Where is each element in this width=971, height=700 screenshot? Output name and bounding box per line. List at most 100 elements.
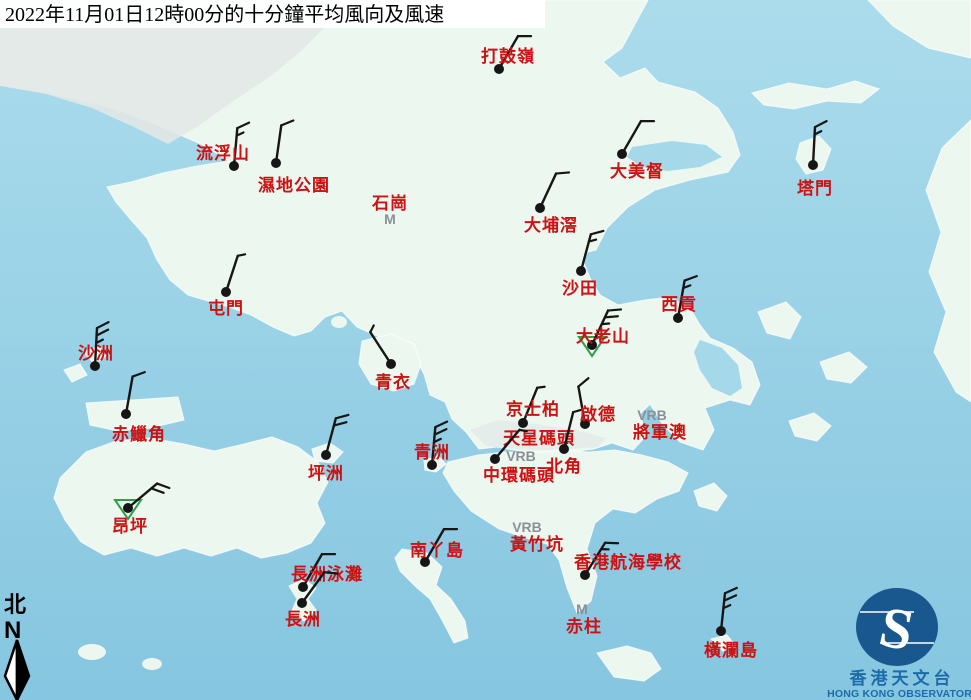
station-dot bbox=[321, 450, 331, 460]
station-label: 赤柱 bbox=[566, 616, 602, 636]
triangle-marker bbox=[577, 336, 607, 358]
station-tsing-yi: 青衣 bbox=[369, 324, 411, 392]
remark-label: VRB bbox=[506, 448, 536, 464]
wind-barb-shaft bbox=[577, 385, 587, 426]
wind-barb-shaft bbox=[124, 375, 134, 416]
station-ngong-ping: 昂坪 bbox=[112, 482, 171, 536]
island-chain-crooked bbox=[750, 80, 881, 110]
wind-barb-tick bbox=[589, 229, 605, 236]
wind-barb-tick bbox=[587, 238, 598, 243]
wind-barb-tick bbox=[156, 482, 171, 490]
station-wetland-park: 濕地公園 bbox=[258, 119, 330, 195]
station-tai-mei-tuk: 大美督 bbox=[610, 119, 663, 181]
triangle-marker bbox=[113, 499, 143, 521]
hko-logo-name-en: HONG KONG OBSERVATORY bbox=[827, 688, 971, 700]
station-label: 流浮山 bbox=[196, 143, 250, 163]
wind-barb-tick bbox=[554, 171, 571, 175]
wind-barb-tick bbox=[433, 428, 448, 436]
station-central-pier: 中環碼頭 bbox=[483, 428, 554, 485]
wind-barb-tick bbox=[722, 603, 732, 610]
station-dot bbox=[559, 444, 569, 454]
station-dot bbox=[587, 340, 597, 350]
wind-barb-tick bbox=[150, 487, 165, 494]
station-tuen-mun: 屯門 bbox=[208, 253, 247, 318]
station-hk-sea-school: 香港航海學校 bbox=[574, 541, 681, 580]
station-dot bbox=[229, 161, 239, 171]
wind-barb-tick bbox=[723, 586, 738, 595]
station-dot bbox=[123, 503, 133, 513]
station-kings-park: 京士柏 bbox=[506, 385, 560, 428]
station-label: 青衣 bbox=[375, 372, 411, 392]
station-waglan-island: 橫瀾島 bbox=[704, 586, 758, 660]
wind-barb-shaft bbox=[301, 552, 324, 589]
station-dot bbox=[535, 203, 545, 213]
station-label: 京士柏 bbox=[506, 399, 560, 419]
wind-barb-shaft bbox=[300, 571, 326, 605]
station-dot bbox=[716, 626, 726, 636]
wind-barb-tick bbox=[95, 321, 110, 330]
station-dot bbox=[580, 419, 590, 429]
hko-logo-ellipse bbox=[856, 588, 938, 666]
land-right-edge bbox=[925, 119, 971, 403]
station-label: 橫瀾島 bbox=[704, 640, 758, 660]
station-label: 南丫島 bbox=[410, 540, 464, 560]
station-dot bbox=[576, 266, 586, 276]
station-lau-fau-shan: 流浮山 bbox=[196, 121, 251, 171]
island-sha-chau-2 bbox=[63, 363, 88, 383]
station-label: 昂坪 bbox=[112, 517, 148, 536]
station-dot bbox=[673, 313, 683, 323]
station-dot bbox=[518, 418, 528, 428]
station-dot bbox=[617, 149, 627, 159]
wind-barb-tick bbox=[572, 408, 582, 414]
station-lamma-island: 南丫島 bbox=[410, 527, 464, 567]
station-label: 赤鱲角 bbox=[112, 424, 166, 444]
station-sha-tin: 沙田 bbox=[562, 229, 605, 298]
wind-barb-tick bbox=[577, 377, 590, 388]
wind-barb-tick bbox=[518, 428, 528, 433]
wind-barb-tick bbox=[682, 284, 692, 290]
wind-barb-shaft bbox=[369, 330, 393, 366]
station-peng-chau: 坪洲 bbox=[308, 413, 350, 483]
station-label: 長洲泳灘 bbox=[291, 564, 363, 584]
wind-barb-tick bbox=[95, 338, 104, 345]
wind-barb-tick bbox=[332, 421, 348, 427]
station-label: 坪洲 bbox=[308, 464, 344, 483]
remark-label: M bbox=[384, 211, 396, 227]
north-label-cjk: 北 bbox=[4, 592, 26, 617]
station-label: 沙洲 bbox=[78, 344, 114, 363]
island-tung-lung bbox=[693, 482, 728, 512]
island-kau-sai-chau bbox=[757, 301, 802, 340]
station-label: 濕地公園 bbox=[258, 175, 330, 195]
island-soko-2 bbox=[142, 658, 162, 670]
wind-barb-shaft bbox=[274, 124, 283, 165]
station-dot bbox=[420, 557, 430, 567]
station-label: 屯門 bbox=[208, 298, 244, 318]
wind-barb-tick bbox=[280, 119, 295, 127]
station-label: 塔門 bbox=[797, 178, 833, 198]
compass-kite-right bbox=[15, 639, 31, 700]
station-dot bbox=[580, 570, 590, 580]
wind-barb-tick bbox=[95, 328, 110, 337]
wind-barb-tick bbox=[723, 594, 738, 602]
island-ma-wan bbox=[331, 316, 347, 328]
station-sai-kung: 西貢 bbox=[661, 275, 698, 323]
remark-label: VRB bbox=[637, 407, 667, 423]
wind-barb-shaft bbox=[493, 428, 521, 461]
wind-barb-tick bbox=[606, 308, 623, 312]
station-label: 長洲 bbox=[285, 610, 321, 629]
wind-barb-tick bbox=[334, 413, 350, 420]
station-dot bbox=[271, 158, 281, 168]
wind-barb-tick bbox=[600, 322, 611, 326]
station-label: 西貢 bbox=[661, 295, 697, 314]
station-dot bbox=[90, 361, 100, 371]
airport-island bbox=[85, 396, 185, 432]
island-soko-1 bbox=[78, 644, 106, 660]
islet-waglan bbox=[709, 634, 736, 652]
wind-barb-tick bbox=[236, 253, 247, 257]
station-cheung-chau-beach: 長洲泳灘 bbox=[291, 552, 363, 592]
station-ta-kwu-ling: 打鼓嶺 bbox=[481, 34, 534, 74]
island-hong-kong bbox=[442, 449, 689, 614]
